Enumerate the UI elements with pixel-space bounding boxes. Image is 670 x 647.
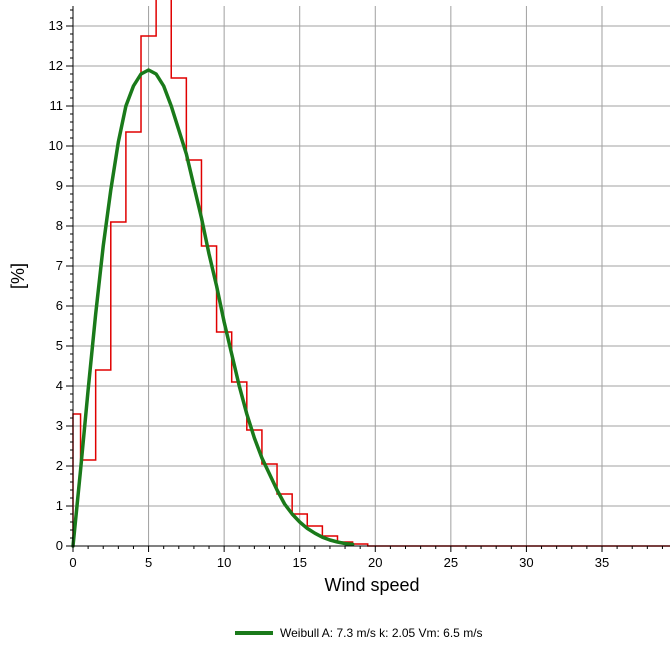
- weibull-series-line: [71, 68, 355, 548]
- legend: Weibull A: 7.3 m/s k: 2.05 Vm: 6.5 m/s: [235, 626, 483, 640]
- x-tick-label: 5: [145, 555, 152, 570]
- y-tick-label: 6: [56, 298, 63, 313]
- histogram-bar: [81, 460, 96, 546]
- histogram-bar: [217, 332, 232, 546]
- y-tick-label: 4: [56, 378, 63, 393]
- histogram-bar: [111, 222, 126, 546]
- y-tick-label: 13: [49, 18, 63, 33]
- axes: [66, 6, 670, 552]
- histogram-bar: [96, 370, 111, 546]
- x-axis-title: Wind speed: [324, 575, 419, 595]
- x-tick-label: 25: [444, 555, 458, 570]
- y-axis-title: [%]: [8, 263, 28, 289]
- legend-label: Weibull A: 7.3 m/s k: 2.05 Vm: 6.5 m/s: [280, 626, 483, 640]
- y-tick-label: 0: [56, 538, 63, 553]
- y-tick-label: 8: [56, 218, 63, 233]
- histogram-bar: [141, 36, 156, 546]
- x-tick-label: 0: [69, 555, 76, 570]
- x-tick-label: 35: [595, 555, 609, 570]
- histogram-bar: [156, 0, 171, 546]
- histogram-bar: [201, 246, 216, 546]
- y-tick-label: 7: [56, 258, 63, 273]
- y-tick-label: 1: [56, 498, 63, 513]
- x-tick-label: 10: [217, 555, 231, 570]
- histogram-bar: [186, 160, 201, 546]
- y-tick-label: 10: [49, 138, 63, 153]
- y-tick-label: 3: [56, 418, 63, 433]
- x-tick-label: 15: [292, 555, 306, 570]
- y-tick-label: 2: [56, 458, 63, 473]
- weibull-curve: [71, 68, 355, 548]
- histogram-bar: [126, 132, 141, 546]
- y-tick-label: 12: [49, 58, 63, 73]
- x-tick-label: 30: [519, 555, 533, 570]
- y-tick-label: 9: [56, 178, 63, 193]
- plot-area: [73, 6, 670, 546]
- x-tick-label: 20: [368, 555, 382, 570]
- y-tick-label: 11: [50, 98, 64, 113]
- gridlines: [73, 6, 670, 546]
- y-tick-label: 5: [56, 338, 63, 353]
